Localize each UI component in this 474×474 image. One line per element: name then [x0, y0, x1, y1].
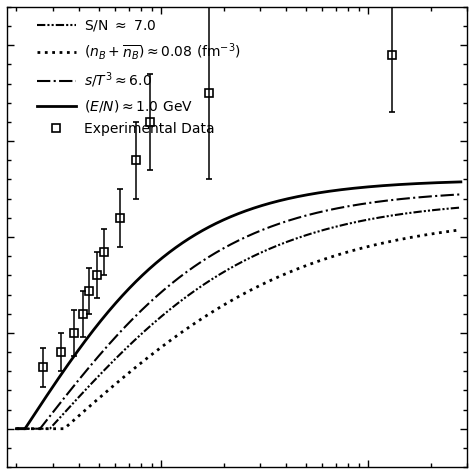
Legend: S/N $\approx$ 7.0, $(n_B + \overline{n_B}) \approx 0.08\ \mathrm{(fm^{-3})}$, $s: S/N $\approx$ 7.0, $(n_B + \overline{n_B…	[37, 18, 241, 136]
